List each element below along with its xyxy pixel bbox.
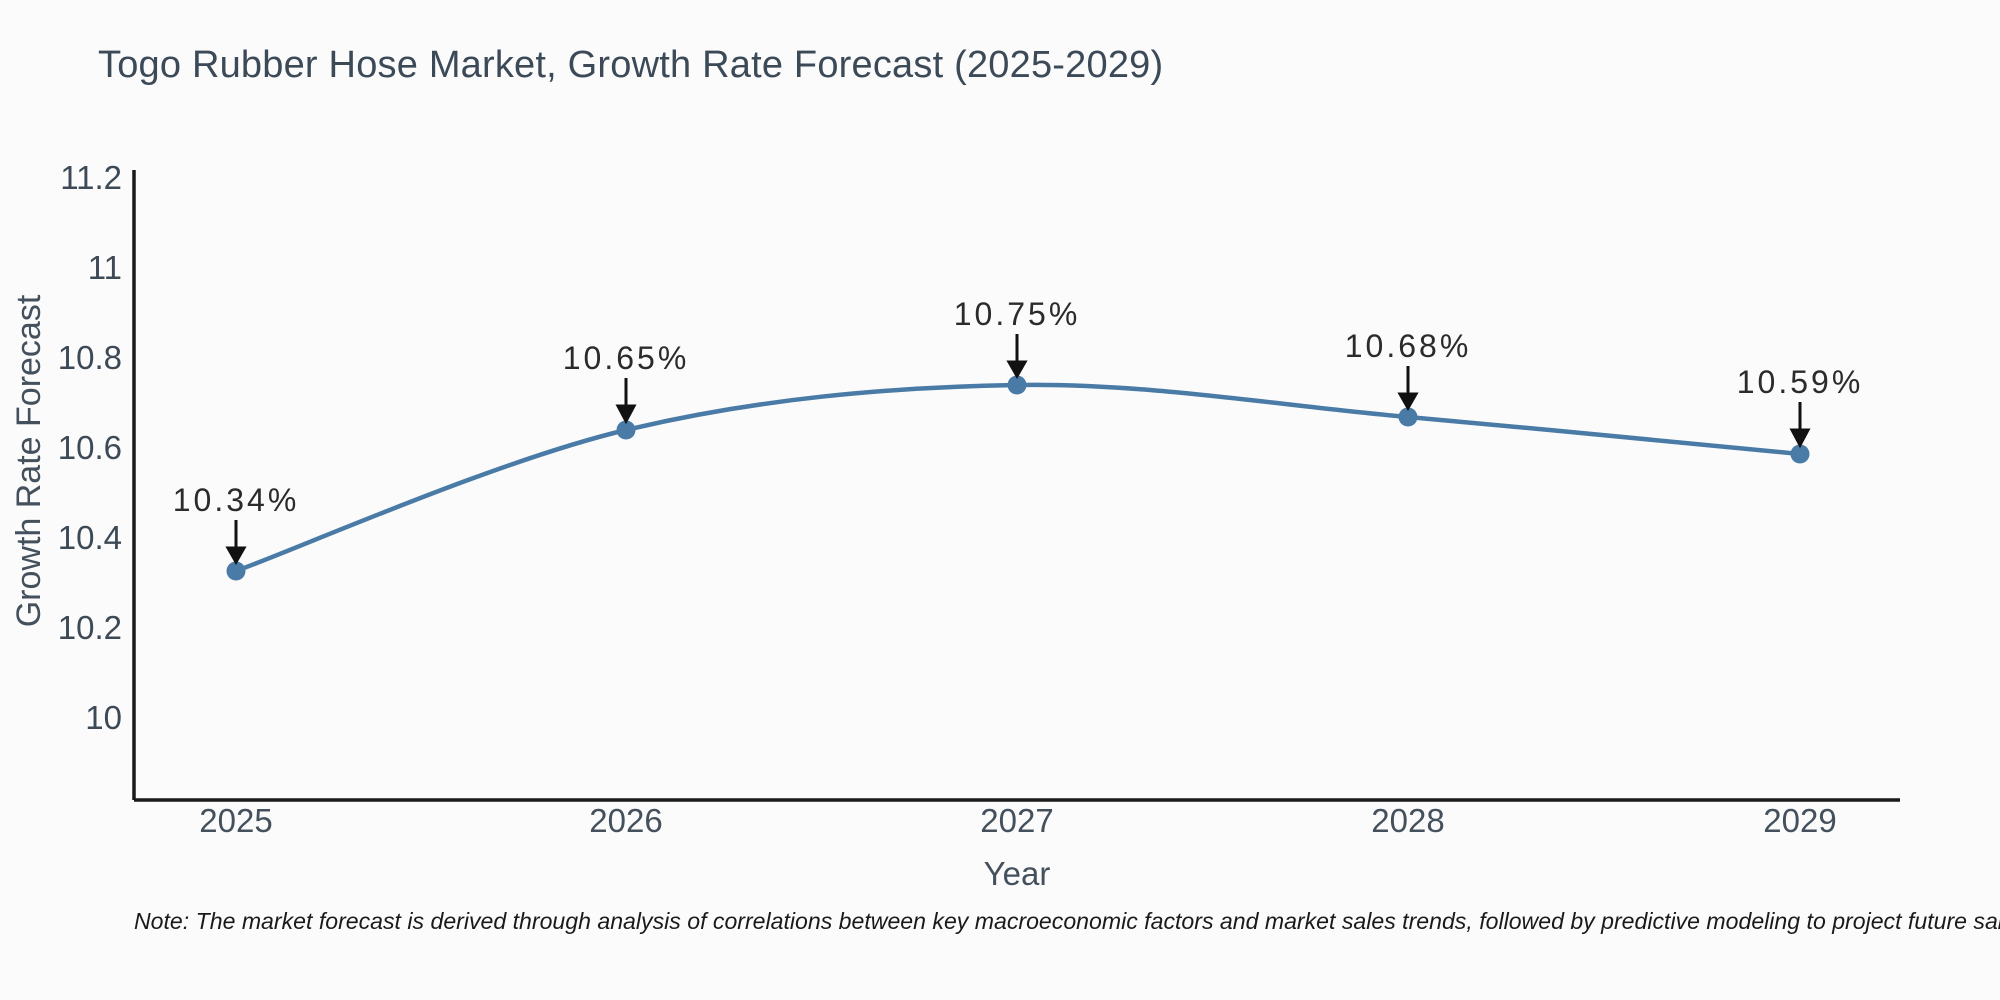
svg-text:10: 10 (85, 699, 122, 736)
svg-text:2028: 2028 (1371, 802, 1444, 839)
svg-text:2026: 2026 (589, 802, 662, 839)
svg-text:10.65%: 10.65% (563, 340, 690, 376)
svg-text:11.2: 11.2 (60, 159, 122, 196)
svg-text:2025: 2025 (199, 802, 272, 839)
svg-text:11: 11 (88, 249, 122, 286)
svg-text:10.59%: 10.59% (1737, 364, 1864, 400)
svg-text:2029: 2029 (1763, 802, 1836, 839)
svg-text:10.34%: 10.34% (173, 482, 300, 518)
svg-text:10.75%: 10.75% (954, 296, 1081, 332)
svg-text:10.68%: 10.68% (1345, 328, 1472, 364)
svg-text:10.6: 10.6 (58, 429, 122, 466)
svg-text:2027: 2027 (980, 802, 1053, 839)
svg-text:10.4: 10.4 (58, 519, 122, 556)
svg-text:10.2: 10.2 (58, 609, 122, 646)
svg-text:10.8: 10.8 (58, 339, 122, 376)
